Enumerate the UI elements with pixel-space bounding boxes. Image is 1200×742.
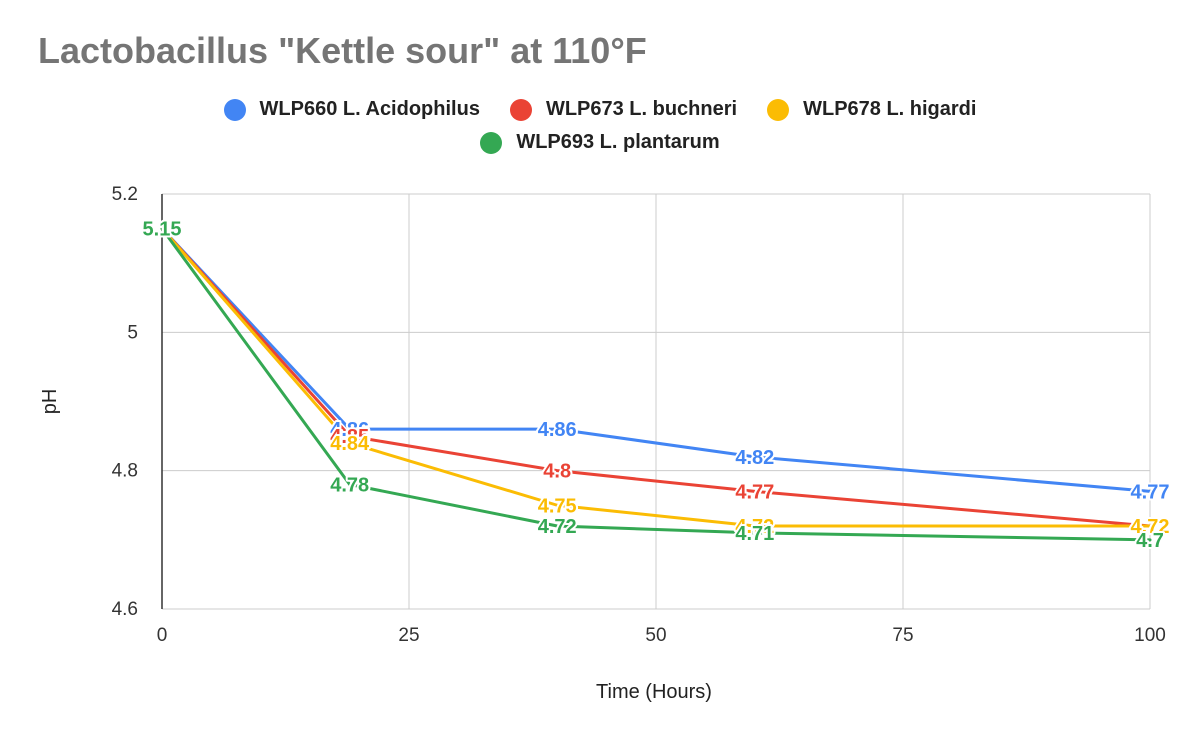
data-label-s1-p1: 4.85 — [330, 426, 369, 448]
data-label-s0-p1: 4.86 — [330, 419, 369, 441]
data-label-s2-p3: 4.72 — [735, 516, 774, 538]
y-axis-title: pH — [39, 389, 61, 415]
legend-label-wlp678: WLP678 L. higardi — [803, 98, 977, 120]
legend-swatch-wlp660 — [223, 98, 246, 121]
data-label-s2-p0: 5.15 — [143, 219, 182, 241]
x-tick-label-0: 0 — [157, 625, 168, 646]
x-tick-label-2: 50 — [645, 625, 666, 646]
legend-swatch-wlp693 — [480, 131, 503, 154]
x-axis-title: Time (Hours) — [596, 681, 712, 703]
y-tick-label-2: 5 — [127, 322, 138, 343]
data-label-s3-p0: 5.15 — [143, 219, 182, 241]
legend-swatch-wlp678 — [767, 98, 790, 121]
data-label-s3-p3: 4.71 — [735, 523, 774, 545]
data-label-s0-p0: 5.15 — [143, 219, 182, 241]
legend-row-1: WLP660 L. Acidophilus WLP673 L. buchneri… — [0, 98, 1200, 121]
data-label-s1-p2: 4.8 — [543, 461, 571, 483]
legend-item-wlp660[interactable]: WLP660 L. Acidophilus — [223, 98, 480, 121]
legend-swatch-wlp673 — [509, 98, 532, 121]
x-tick-label-4: 100 — [1134, 625, 1166, 646]
legend-label-wlp693: WLP693 L. plantarum — [516, 131, 720, 153]
series-line-1 — [160, 227, 1152, 528]
data-label-s3-p4: 4.7 — [1136, 530, 1164, 552]
data-label-s2-p1: 4.84 — [330, 433, 370, 455]
legend-label-wlp673: WLP673 L. buchneri — [545, 98, 738, 120]
data-label-s1-p0: 5.15 — [143, 219, 182, 241]
data-label-s3-p1: 4.78 — [330, 475, 369, 497]
series-line-3 — [160, 227, 1152, 542]
legend-item-wlp693[interactable]: WLP693 L. plantarum — [480, 131, 720, 154]
data-label-s0-p4: 4.77 — [1131, 481, 1170, 503]
data-label-s1-p3: 4.77 — [735, 481, 774, 503]
data-label-s2-p4: 4.72 — [1131, 516, 1170, 538]
data-label-s3-p2: 4.72 — [538, 516, 577, 538]
series-line-0 — [160, 227, 1152, 493]
series-line-2 — [160, 227, 1152, 528]
y-tick-label-3: 5.2 — [112, 184, 138, 205]
data-label-s1-p4: 4.72 — [1131, 516, 1170, 538]
y-tick-label-1: 4.8 — [112, 461, 138, 482]
legend-item-wlp678[interactable]: WLP678 L. higardi — [767, 98, 976, 121]
y-tick-label-0: 4.6 — [112, 599, 138, 620]
legend-item-wlp673[interactable]: WLP673 L. buchneri — [509, 98, 738, 121]
chart-title: Lactobacillus "Kettle sour" at 110°F — [38, 30, 647, 71]
legend-row-2: WLP693 L. plantarum — [0, 131, 1200, 154]
data-label-s0-p3: 4.82 — [735, 447, 774, 469]
data-label-s0-p2: 4.86 — [538, 419, 577, 441]
data-label-s2-p2: 4.75 — [538, 495, 577, 517]
x-tick-label-1: 25 — [398, 625, 419, 646]
legend-label-wlp660: WLP660 L. Acidophilus — [259, 98, 480, 120]
x-tick-label-3: 75 — [892, 625, 913, 646]
